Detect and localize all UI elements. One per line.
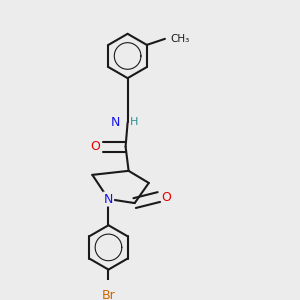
Text: N: N: [111, 116, 121, 129]
Text: O: O: [90, 140, 100, 153]
Text: O: O: [162, 190, 172, 203]
Text: Br: Br: [102, 289, 115, 300]
Text: N: N: [104, 193, 113, 206]
Text: H: H: [130, 118, 138, 128]
Text: CH₃: CH₃: [170, 34, 189, 44]
